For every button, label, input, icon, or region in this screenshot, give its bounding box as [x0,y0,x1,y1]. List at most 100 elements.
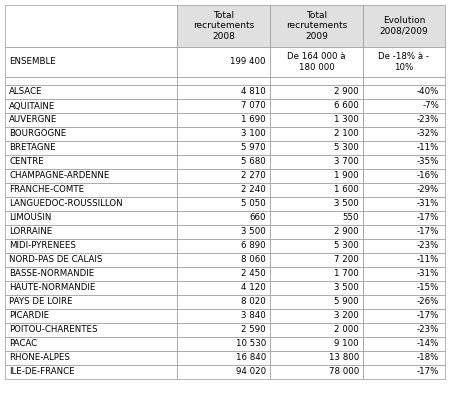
Text: ILE-DE-FRANCE: ILE-DE-FRANCE [9,368,75,376]
Text: ALSACE: ALSACE [9,88,42,96]
Text: 1 690: 1 690 [241,116,266,124]
Bar [363,295,445,309]
Bar [363,99,445,113]
Text: 94 020: 94 020 [236,368,266,376]
Bar [363,281,445,295]
Text: MIDI-PYRENEES: MIDI-PYRENEES [9,242,76,250]
Text: -7%: -7% [422,102,439,110]
Bar [5,113,177,127]
Bar [363,309,445,323]
Text: -31%: -31% [417,200,439,208]
Text: CENTRE: CENTRE [9,158,44,166]
Text: 7 070: 7 070 [241,102,266,110]
Bar [177,225,270,239]
Bar [363,239,445,253]
Text: -29%: -29% [417,186,439,194]
Bar [177,295,270,309]
Bar [363,113,445,127]
Bar [5,99,177,113]
Bar [270,337,363,351]
Text: -18%: -18% [417,354,439,362]
Text: -11%: -11% [417,144,439,152]
Text: -17%: -17% [417,228,439,236]
Text: LIMOUSIN: LIMOUSIN [9,214,51,222]
Bar [177,183,270,197]
Text: POITOU-CHARENTES: POITOU-CHARENTES [9,326,98,334]
Text: 5 680: 5 680 [241,158,266,166]
Bar [5,85,177,99]
Text: 199 400: 199 400 [230,58,266,66]
Text: 2 590: 2 590 [241,326,266,334]
Text: 7 200: 7 200 [334,256,359,264]
Bar [363,351,445,365]
Bar [270,351,363,365]
Bar [363,77,445,85]
Bar [5,127,177,141]
Text: 2 900: 2 900 [334,228,359,236]
Text: 3 500: 3 500 [241,228,266,236]
Bar [363,253,445,267]
Bar [5,337,177,351]
Text: AUVERGNE: AUVERGNE [9,116,58,124]
Bar [177,253,270,267]
Text: Total
recrutements
2009: Total recrutements 2009 [286,12,347,40]
Text: 5 300: 5 300 [334,144,359,152]
Text: -17%: -17% [417,368,439,376]
Bar [363,127,445,141]
Text: 4 810: 4 810 [241,88,266,96]
Bar [177,141,270,155]
Bar [177,211,270,225]
Text: 4 120: 4 120 [241,284,266,292]
Text: 16 840: 16 840 [236,354,266,362]
Bar [363,47,445,77]
Bar [363,183,445,197]
Text: BASSE-NORMANDIE: BASSE-NORMANDIE [9,270,94,278]
Text: ENSEMBLE: ENSEMBLE [9,58,56,66]
Text: 13 800: 13 800 [329,354,359,362]
Text: -40%: -40% [417,88,439,96]
Bar [363,267,445,281]
Text: HAUTE-NORMANDIE: HAUTE-NORMANDIE [9,284,95,292]
Text: -15%: -15% [417,284,439,292]
Text: 3 500: 3 500 [334,200,359,208]
Text: 3 500: 3 500 [334,284,359,292]
Text: -23%: -23% [417,242,439,250]
Bar [363,141,445,155]
Text: 550: 550 [342,214,359,222]
Bar [5,141,177,155]
Text: De -18% à -
10%: De -18% à - 10% [378,52,429,72]
Bar [270,141,363,155]
Text: 2 900: 2 900 [334,88,359,96]
Text: NORD-PAS DE CALAIS: NORD-PAS DE CALAIS [9,256,103,264]
Bar [5,239,177,253]
Bar [270,253,363,267]
Text: BOURGOGNE: BOURGOGNE [9,130,66,138]
Text: 1 700: 1 700 [334,270,359,278]
Bar [270,267,363,281]
Text: Total
recrutements
2008: Total recrutements 2008 [193,12,254,40]
Bar [270,239,363,253]
Text: 3 200: 3 200 [334,312,359,320]
Text: 9 100: 9 100 [334,340,359,348]
Text: 1 300: 1 300 [334,116,359,124]
Text: 2 000: 2 000 [334,326,359,334]
Bar [177,337,270,351]
Text: -16%: -16% [417,172,439,180]
Bar [270,77,363,85]
Text: Evolution
2008/2009: Evolution 2008/2009 [380,16,428,36]
Bar [270,127,363,141]
Bar [177,197,270,211]
Bar [270,155,363,169]
Text: 1 900: 1 900 [334,172,359,180]
Bar [5,47,177,77]
Bar [270,309,363,323]
Bar [5,169,177,183]
Bar [177,85,270,99]
Text: -31%: -31% [417,270,439,278]
Bar [5,225,177,239]
Bar [270,295,363,309]
Text: 3 840: 3 840 [241,312,266,320]
Bar [5,323,177,337]
Text: 5 300: 5 300 [334,242,359,250]
Text: 6 600: 6 600 [334,102,359,110]
